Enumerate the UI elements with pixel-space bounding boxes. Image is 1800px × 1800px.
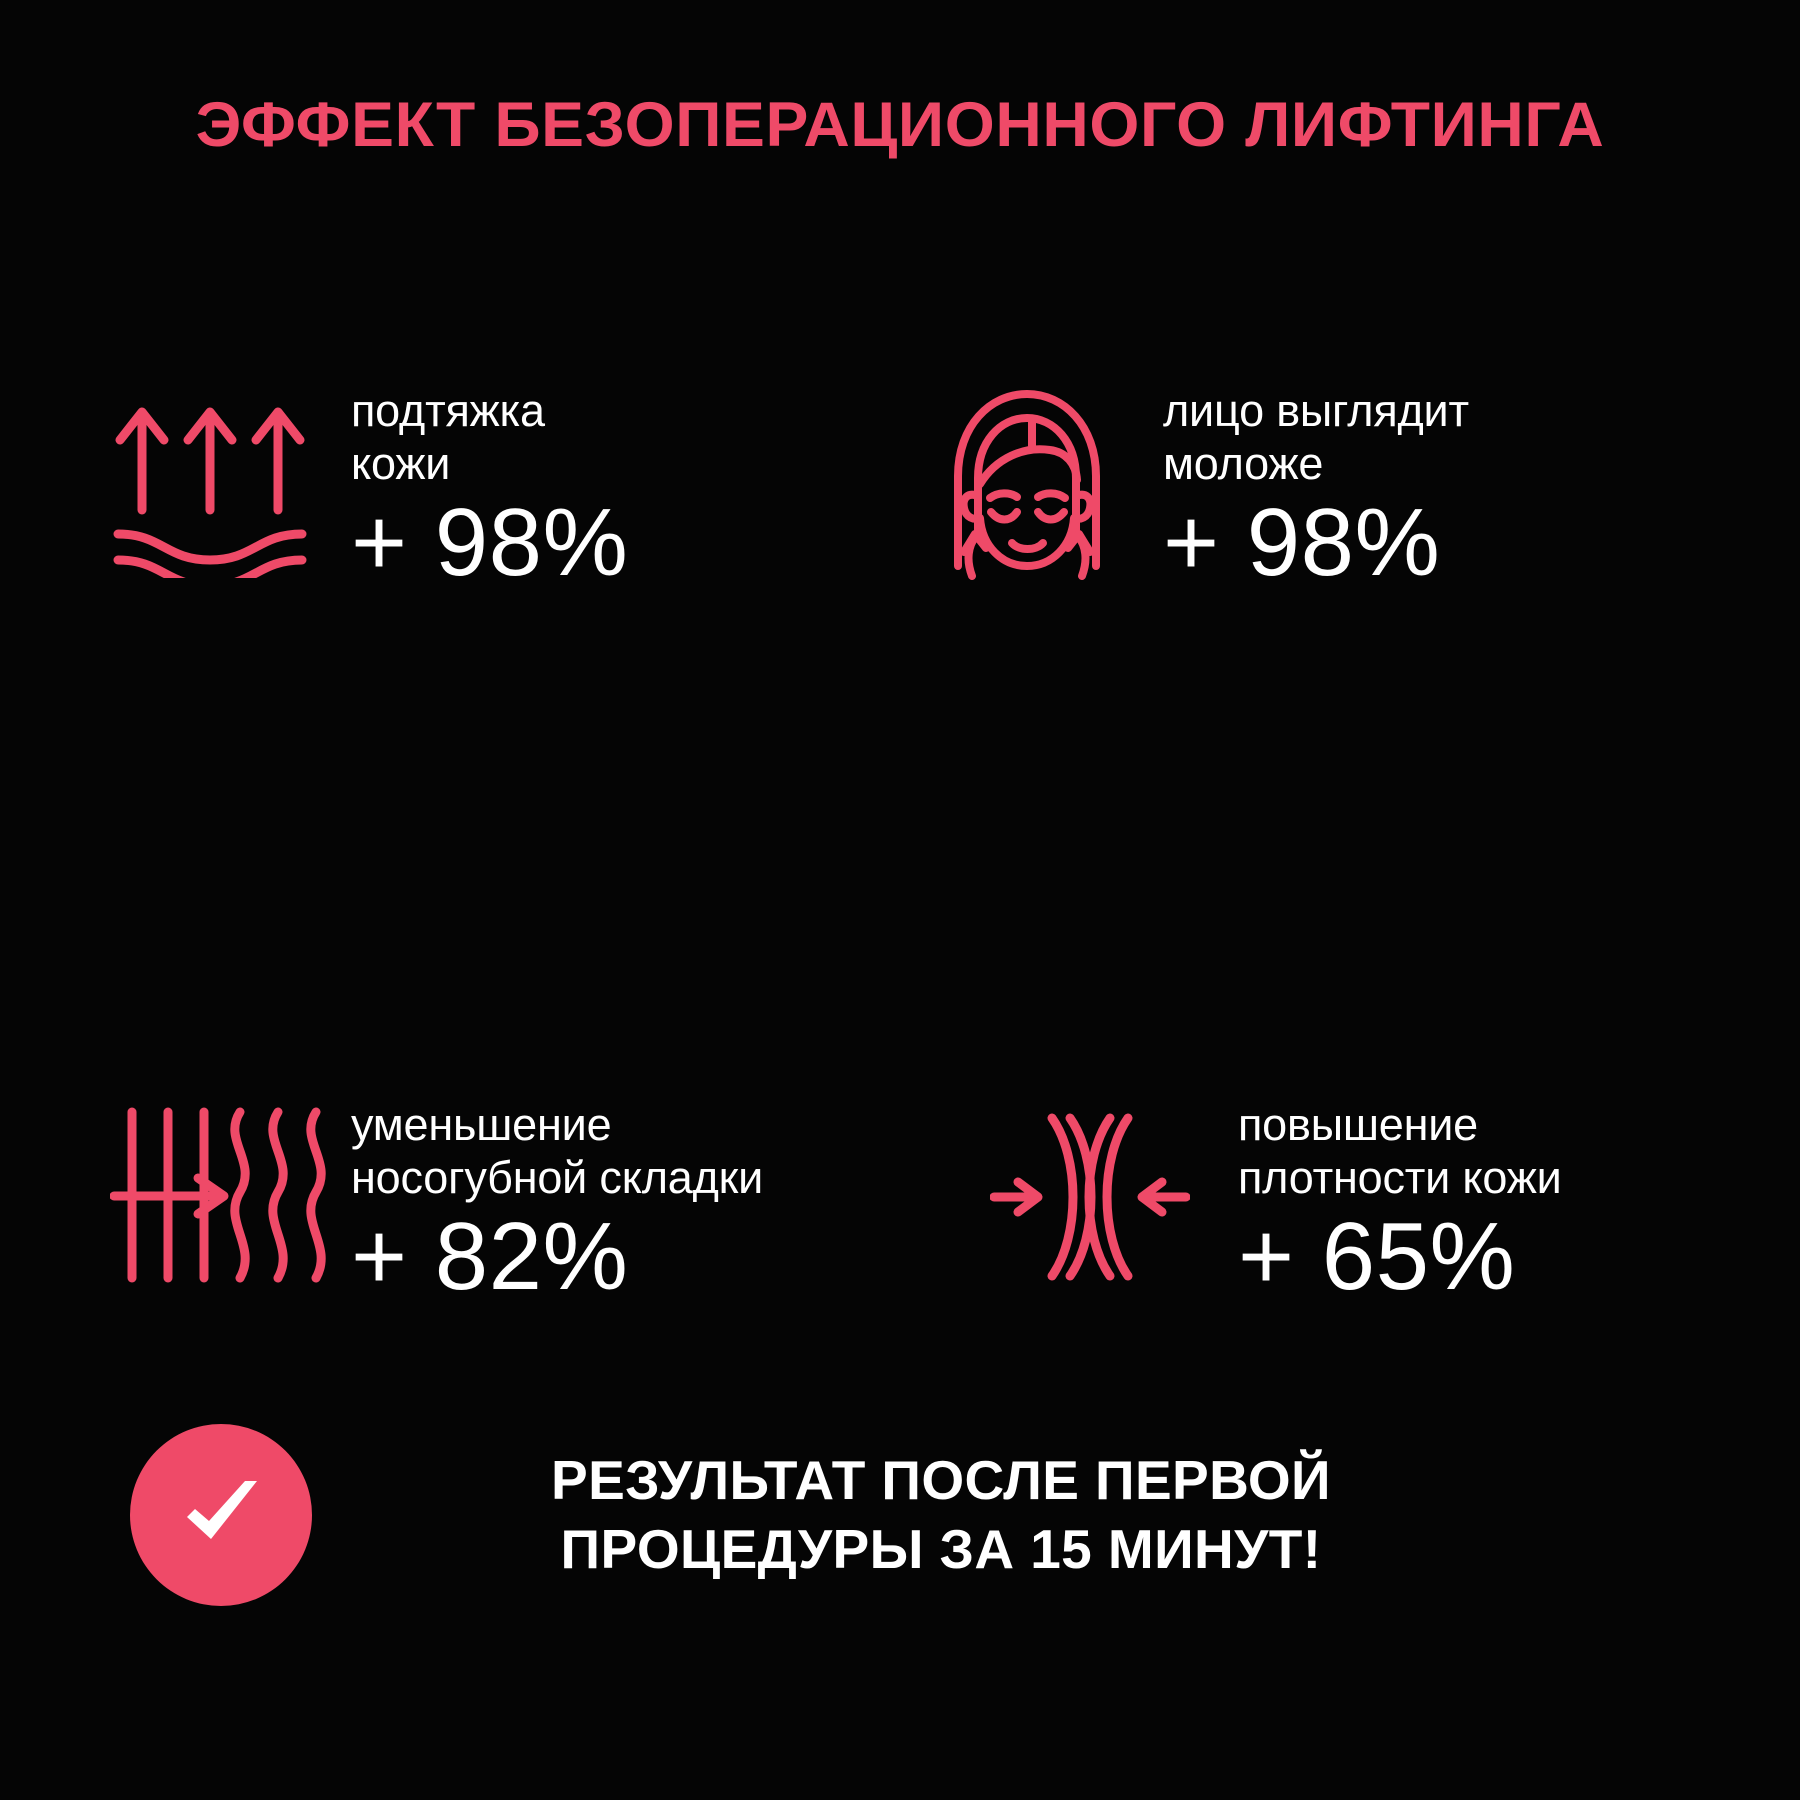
stat-label: лицо выглядит моложе: [1163, 385, 1469, 490]
page-title: ЭФФЕКТ БЕЗОПЕРАЦИОННОГО ЛИФТИНГА: [195, 90, 1605, 160]
stat-value: + 98%: [351, 489, 629, 597]
stat-value: + 98%: [1163, 489, 1441, 597]
checkmark-badge: [130, 1424, 312, 1606]
stat-card-nasolabial-fold: уменьшение носогубной складки + 82%: [110, 1094, 870, 1308]
stat-label: подтяжка кожи: [351, 385, 545, 490]
stat-text-nasolabial-fold: уменьшение носогубной складки + 82%: [351, 1094, 763, 1308]
stat-card-skin-lift: подтяжка кожи + 98%: [110, 380, 870, 594]
stats-grid: подтяжка кожи + 98%: [110, 380, 1710, 1308]
skin-lift-arrows-icon: [110, 388, 335, 578]
stat-card-skin-density: повышение плотности кожи + 65%: [920, 1094, 1700, 1308]
young-face-icon: [920, 380, 1135, 580]
stat-value: + 82%: [351, 1203, 629, 1311]
stat-value: + 65%: [1238, 1203, 1516, 1311]
nasolabial-fold-lines-icon: [110, 1100, 335, 1290]
stat-text-skin-density: повышение плотности кожи + 65%: [1238, 1094, 1562, 1308]
stat-label: уменьшение носогубной складки: [351, 1098, 764, 1204]
skin-density-arrows-icon: [990, 1112, 1190, 1282]
footer-text: РЕЗУЛЬТАТ ПОСЛЕ ПЕРВОЙ ПРОЦЕДУРЫ ЗА 15 М…: [551, 1448, 1331, 1580]
stat-text-younger-face: лицо выглядит моложе + 98%: [1163, 380, 1469, 594]
stat-card-younger-face: лицо выглядит моложе + 98%: [920, 380, 1700, 594]
stats-row-top: подтяжка кожи + 98%: [110, 380, 1710, 594]
stat-label: повышение плотности кожи: [1238, 1098, 1562, 1204]
checkmark-icon: [187, 1481, 257, 1539]
stats-row-bottom: уменьшение носогубной складки + 82%: [110, 1094, 1710, 1308]
stat-text-skin-lift: подтяжка кожи + 98%: [351, 380, 628, 594]
footer-banner: РЕЗУЛЬТАТ ПОСЛЕ ПЕРВОЙ ПРОЦЕДУРЫ ЗА 15 М…: [130, 1424, 1670, 1606]
